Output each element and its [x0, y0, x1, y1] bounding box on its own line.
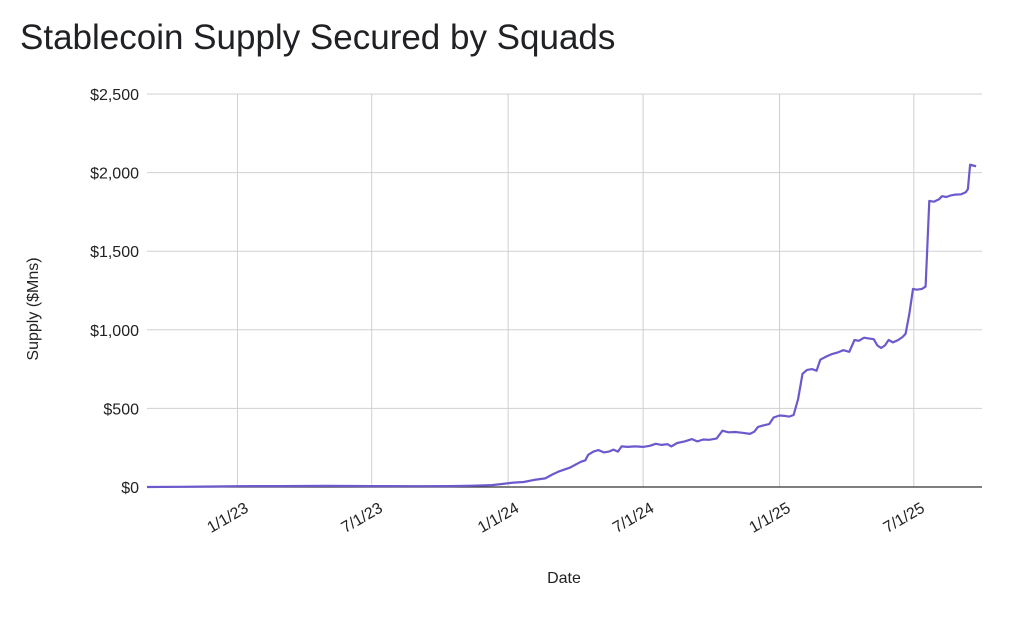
- x-tick-label: 7/1/23: [339, 500, 386, 537]
- series-group: [146, 163, 977, 489]
- y-tick-label: $500: [103, 401, 139, 418]
- x-tick-label: 7/1/25: [881, 500, 928, 537]
- x-tick-label: 7/1/24: [610, 500, 657, 537]
- x-tick-label: 1/1/23: [204, 500, 251, 537]
- series-line: [146, 163, 977, 489]
- chart-title: Stablecoin Supply Secured by Squads: [20, 18, 616, 57]
- x-tick-label: 1/1/24: [475, 500, 522, 537]
- y-tick-label: $1,000: [90, 323, 139, 340]
- x-axis-title: Date: [547, 570, 581, 587]
- y-tick-label: $1,500: [90, 244, 139, 261]
- y-tick-labels: $0 $500 $1,000 $1,500 $2,000 $2,500: [90, 87, 139, 497]
- x-tick-label: 1/1/25: [747, 500, 794, 537]
- x-tick-labels: 1/1/23 7/1/23 1/1/24 7/1/24 1/1/25 7/1/25: [204, 500, 927, 537]
- y-tick-label: $2,500: [90, 87, 139, 104]
- gridlines: [147, 93, 982, 487]
- y-tick-label: $0: [121, 480, 139, 497]
- y-tick-label: $2,000: [90, 166, 139, 183]
- y-axis-title: Supply ($Mns): [25, 257, 42, 360]
